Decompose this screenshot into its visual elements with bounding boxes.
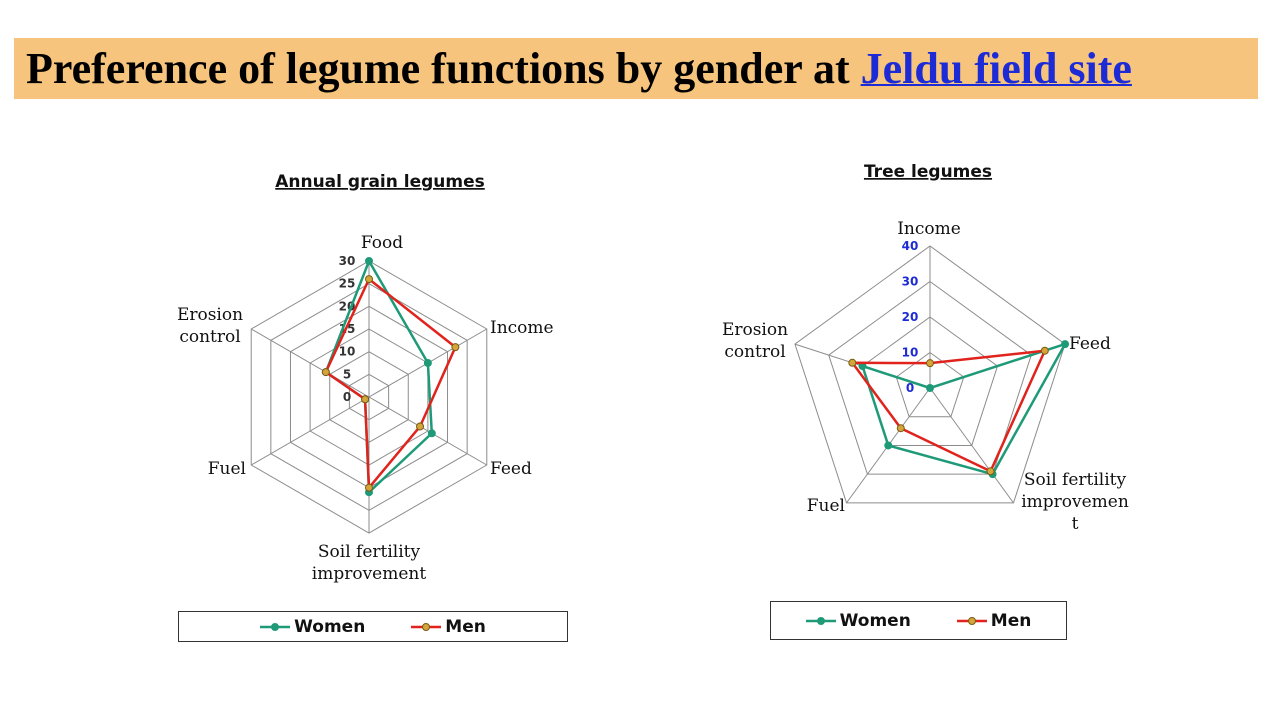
annual-grain-legumes-point-men (361, 395, 370, 404)
annual-grain-legumes-point-women (365, 257, 373, 265)
legend-label-women: Women (294, 616, 366, 637)
annual-grain-legumes-spoke (250, 328, 370, 398)
legend-swatch-women (805, 616, 836, 625)
tree-legumes-spoke (929, 387, 1014, 504)
tree-legumes-category-feed: Feed (1069, 334, 1111, 354)
annual-grain-legumes-tick-label: 5 (343, 367, 351, 381)
annual-grain-legumes-point-men (321, 368, 330, 377)
tree-legumes-grid-ring (794, 245, 1066, 504)
annual-grain-legumes-tick-label: 30 (339, 254, 356, 268)
legend-swatch-women (260, 622, 291, 631)
title-banner: Preference of legume functions by gender… (14, 38, 1258, 99)
tree-legumes-point-women (1061, 340, 1070, 349)
tree-legumes-point-women (884, 441, 893, 450)
tree-legumes-point-men (926, 359, 934, 368)
tree-legumes-category-fuel: Fuel (807, 496, 845, 516)
page-title: Preference of legume functions by gender… (26, 44, 1132, 94)
annual-grain-legumes-series-women-line (324, 259, 434, 494)
annual-grain-legumes-category-fuel: Fuel (208, 459, 246, 479)
legend-item-men: Men (411, 617, 486, 637)
annual-grain-legumes-point-men (451, 343, 460, 352)
legend-item-men: Men (956, 610, 1032, 631)
tree-legumes-point-women (926, 384, 934, 392)
tree-legumes-grid-ring (828, 280, 1032, 475)
title-link[interactable]: Jeldu field site (860, 44, 1132, 93)
tree-legumes-tick-label: 0 (906, 381, 914, 395)
legend-tree: Women Men (770, 601, 1067, 640)
annual-grain-legumes-category-erosion-control: Erosion control (177, 305, 243, 347)
annual-grain-legumes-tick-label: 25 (339, 277, 356, 291)
legend-item-women: Women (260, 617, 365, 637)
annual-grain-legumes-tick-label: 0 (343, 390, 351, 404)
legend-swatch-men (956, 616, 987, 625)
annual-grain-legumes-category-food: Food (361, 233, 403, 253)
annual-grain-legumes-point-women (427, 429, 436, 438)
annual-grain-legumes-point-men (416, 422, 425, 431)
tree-legumes-point-men (986, 467, 995, 476)
tree-legumes-point-men (1040, 346, 1049, 355)
tree-legumes-tick-label: 10 (902, 346, 919, 360)
tree-legumes-point-men (896, 424, 905, 433)
tree-legumes-series-men-line (851, 349, 1047, 473)
title-prefix: Preference of legume functions by gender… (26, 44, 861, 93)
legend-label-men: Men (990, 610, 1032, 631)
annual-grain-legumes-title: Annual grain legumes (275, 172, 485, 192)
annual-grain-legumes-spoke (250, 396, 370, 466)
legend-annual: Women Men (178, 611, 568, 642)
annual-grain-legumes-point-women (423, 359, 432, 367)
legend-label-men: Men (445, 616, 486, 637)
annual-grain-legumes-tick-label: 10 (339, 345, 356, 359)
tree-legumes-category-income: Income (897, 219, 961, 239)
legend-swatch-men (411, 622, 442, 631)
annual-grain-legumes-point-men (365, 483, 373, 492)
tree-legumes-point-men (848, 358, 857, 367)
annual-grain-legumes-spoke (368, 396, 488, 466)
legend-label-women: Women (839, 610, 911, 631)
tree-legumes-grid-ring (895, 351, 965, 418)
annual-grain-legumes-category-income: Income (490, 318, 554, 338)
annual-grain-legumes-category-soil-fertility-improvement: Soil fertility improvement (312, 542, 427, 584)
tree-legumes-category-erosion-control: Erosion control (722, 320, 788, 362)
legend-item-women: Women (805, 610, 911, 631)
annual-grain-legumes-category-feed: Feed (490, 459, 532, 479)
tree-legumes-tick-label: 30 (902, 275, 919, 289)
annual-grain-legumes-point-men (365, 275, 373, 284)
tree-legumes-tick-label: 40 (902, 239, 919, 253)
tree-legumes-category-soil-fertility-improvement: Soil fertility improvemen t (1021, 470, 1129, 534)
tree-legumes-title: Tree legumes (864, 162, 992, 182)
tree-legumes-tick-label: 20 (902, 310, 919, 324)
